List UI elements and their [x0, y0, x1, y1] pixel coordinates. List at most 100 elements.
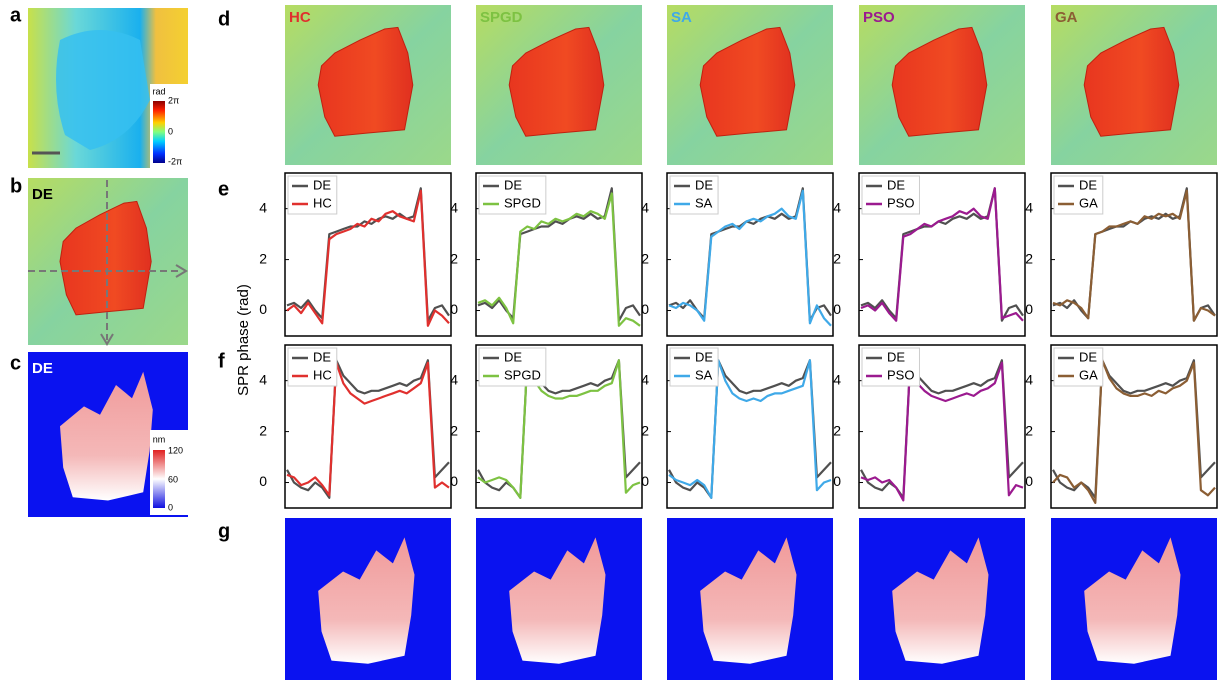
colorbar-tick: -2π: [168, 156, 182, 166]
legend-label: HC: [313, 367, 332, 382]
panel-label: e: [218, 178, 229, 200]
legend: DE SA: [669, 175, 719, 215]
legend-label: DE: [313, 349, 331, 364]
y-tick-label: 0: [641, 301, 649, 317]
y-tick-label: 4: [833, 199, 841, 215]
flake-3d: [892, 537, 989, 664]
legend-label: DE: [504, 349, 522, 364]
y-tick-label: 2: [259, 250, 267, 266]
flake-3d: [509, 537, 606, 664]
legend: DE GA: [1053, 175, 1104, 215]
legend-label: HC: [313, 195, 332, 210]
profile-line: [860, 187, 1024, 322]
y-tick-label: 4: [641, 371, 649, 387]
profile-line: [286, 361, 450, 497]
flake: [508, 26, 605, 137]
legend-label: SPGD: [504, 195, 541, 210]
legend: DE PSO: [861, 347, 920, 387]
y-tick-label: 2: [641, 250, 649, 266]
legend-label: DE: [887, 177, 905, 192]
image-tag: DE: [32, 360, 53, 377]
panel-label: g: [218, 520, 230, 542]
legend-label: SPGD: [504, 367, 541, 382]
method-tag: SPGD: [480, 9, 523, 26]
y-tick-label: 0: [259, 473, 267, 489]
y-tick-label: 4: [259, 199, 267, 215]
legend: DE SPGD: [478, 347, 547, 387]
flake-3d: [318, 537, 415, 664]
y-tick-label: 0: [641, 473, 649, 489]
flake: [1083, 26, 1180, 137]
colorbar: [153, 450, 165, 508]
colorbar-title: rad: [152, 86, 165, 96]
colorbar: [153, 101, 165, 163]
y-axis-label: SPR phase (rad): [235, 284, 252, 396]
panel-label: a: [10, 4, 22, 26]
profile-line: [668, 359, 832, 499]
legend-box: [1053, 347, 1104, 387]
legend-box: [287, 347, 338, 387]
y-tick-label: 4: [1025, 199, 1033, 215]
y-tick-label: 2: [450, 422, 458, 438]
flake: [59, 200, 152, 316]
y-tick-label: 0: [259, 301, 267, 317]
legend: DE PSO: [861, 175, 920, 215]
legend-label: PSO: [887, 367, 914, 382]
panel-label: b: [10, 175, 22, 197]
legend-label: DE: [504, 177, 522, 192]
flake: [891, 26, 988, 137]
profile-line: [477, 359, 641, 499]
y-tick-label: 4: [1025, 371, 1033, 387]
colorbar-title: nm: [153, 434, 166, 444]
colorbar-tick: 2π: [168, 95, 179, 105]
profile-line: [286, 359, 450, 499]
legend: DE HC: [287, 347, 338, 387]
method-tag: SA: [671, 9, 692, 26]
method-tag: GA: [1055, 9, 1078, 26]
legend-box: [1053, 175, 1104, 215]
y-tick-label: 4: [259, 371, 267, 387]
profile-line: [668, 189, 832, 327]
y-tick-label: 2: [833, 250, 841, 266]
arrow-head: [175, 264, 188, 278]
y-tick-label: 0: [1025, 473, 1033, 489]
flake: [317, 26, 414, 137]
legend-box: [861, 175, 920, 215]
panel-label: c: [10, 352, 21, 374]
flake-3d: [1084, 537, 1181, 664]
legend-box: [669, 175, 719, 215]
colorbar-tick: 120: [168, 445, 183, 455]
legend-label: SA: [695, 367, 713, 382]
image-tag: DE: [32, 186, 53, 203]
legend-label: DE: [695, 349, 713, 364]
y-tick-label: 2: [1025, 250, 1033, 266]
legend-box: [478, 175, 547, 215]
legend-label: GA: [1079, 367, 1098, 382]
profile-line: [1052, 359, 1216, 504]
y-tick-label: 4: [450, 371, 458, 387]
y-tick-label: 2: [1025, 422, 1033, 438]
profile-line: [286, 189, 450, 327]
profile-line: [477, 192, 641, 327]
legend-label: SA: [695, 195, 713, 210]
legend-box: [287, 175, 338, 215]
profile-line: [668, 359, 832, 499]
panel-label: f: [218, 350, 225, 372]
y-tick-label: 4: [450, 199, 458, 215]
colorbar-tick: 60: [168, 474, 178, 484]
y-tick-label: 4: [833, 371, 841, 387]
profile-line: [860, 359, 1024, 502]
phase-region: [56, 30, 150, 150]
y-tick-label: 4: [641, 199, 649, 215]
method-tag: HC: [289, 9, 311, 26]
legend: DE HC: [287, 175, 338, 215]
legend-box: [669, 347, 719, 387]
legend: DE SPGD: [478, 175, 547, 215]
legend-label: DE: [695, 177, 713, 192]
y-tick-label: 0: [833, 473, 841, 489]
legend-label: DE: [313, 177, 331, 192]
y-tick-label: 2: [259, 422, 267, 438]
colorbar-tick: 0: [168, 502, 173, 512]
